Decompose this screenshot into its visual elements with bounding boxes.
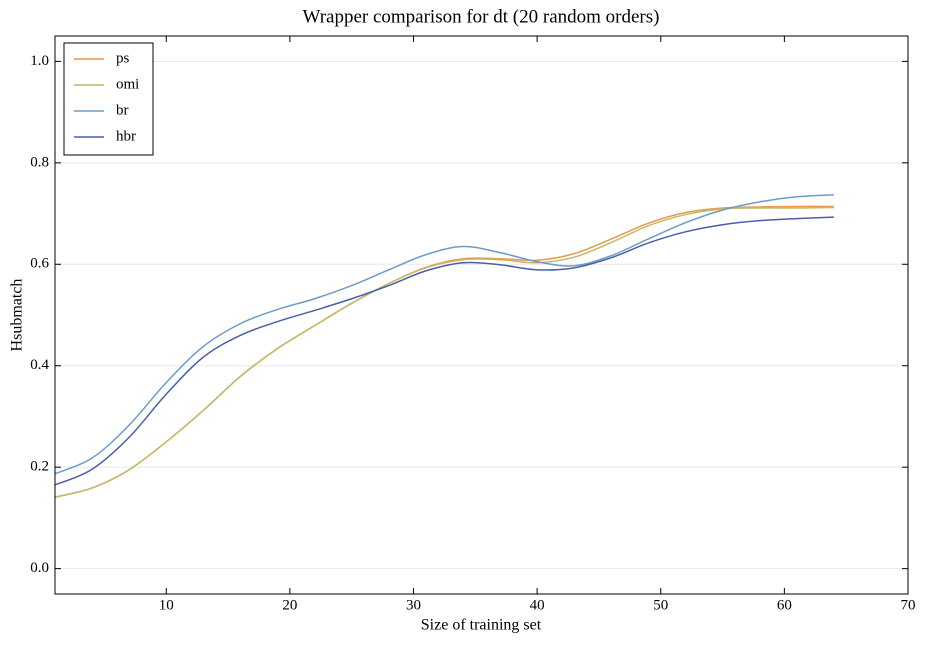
x-tick-label: 40 <box>530 597 545 613</box>
x-tick-label: 70 <box>901 597 916 613</box>
series-line <box>54 194 834 475</box>
legend-label: ps <box>116 50 130 66</box>
legend-label: hbr <box>116 128 136 144</box>
x-tick-label: 30 <box>406 597 421 613</box>
y-axis-label: Hsubmatch <box>9 279 26 352</box>
y-tick-label: 0.4 <box>30 357 49 373</box>
x-axis-label: Size of training set <box>421 617 542 634</box>
legend-label: omi <box>116 76 139 92</box>
x-tick-label: 50 <box>653 597 668 613</box>
legend-box <box>63 42 154 156</box>
series-line <box>54 216 834 486</box>
x-tick-label: 20 <box>282 597 297 613</box>
y-tick-label: 0.2 <box>30 459 49 475</box>
chart-title: Wrapper comparison for dt (20 random ord… <box>303 6 660 27</box>
y-tick-label: 0.8 <box>30 154 49 170</box>
x-tick-label: 60 <box>777 597 792 613</box>
legend-label: br <box>116 102 129 118</box>
legend: ps omi br hbr <box>63 42 154 156</box>
series-line <box>54 206 834 498</box>
y-tick-label: 1.0 <box>30 53 49 69</box>
y-tick-label: 0.0 <box>30 560 49 576</box>
plot-frame <box>54 35 909 595</box>
y-tick-label: 0.6 <box>30 256 49 272</box>
x-tick-label: 10 <box>159 597 174 613</box>
